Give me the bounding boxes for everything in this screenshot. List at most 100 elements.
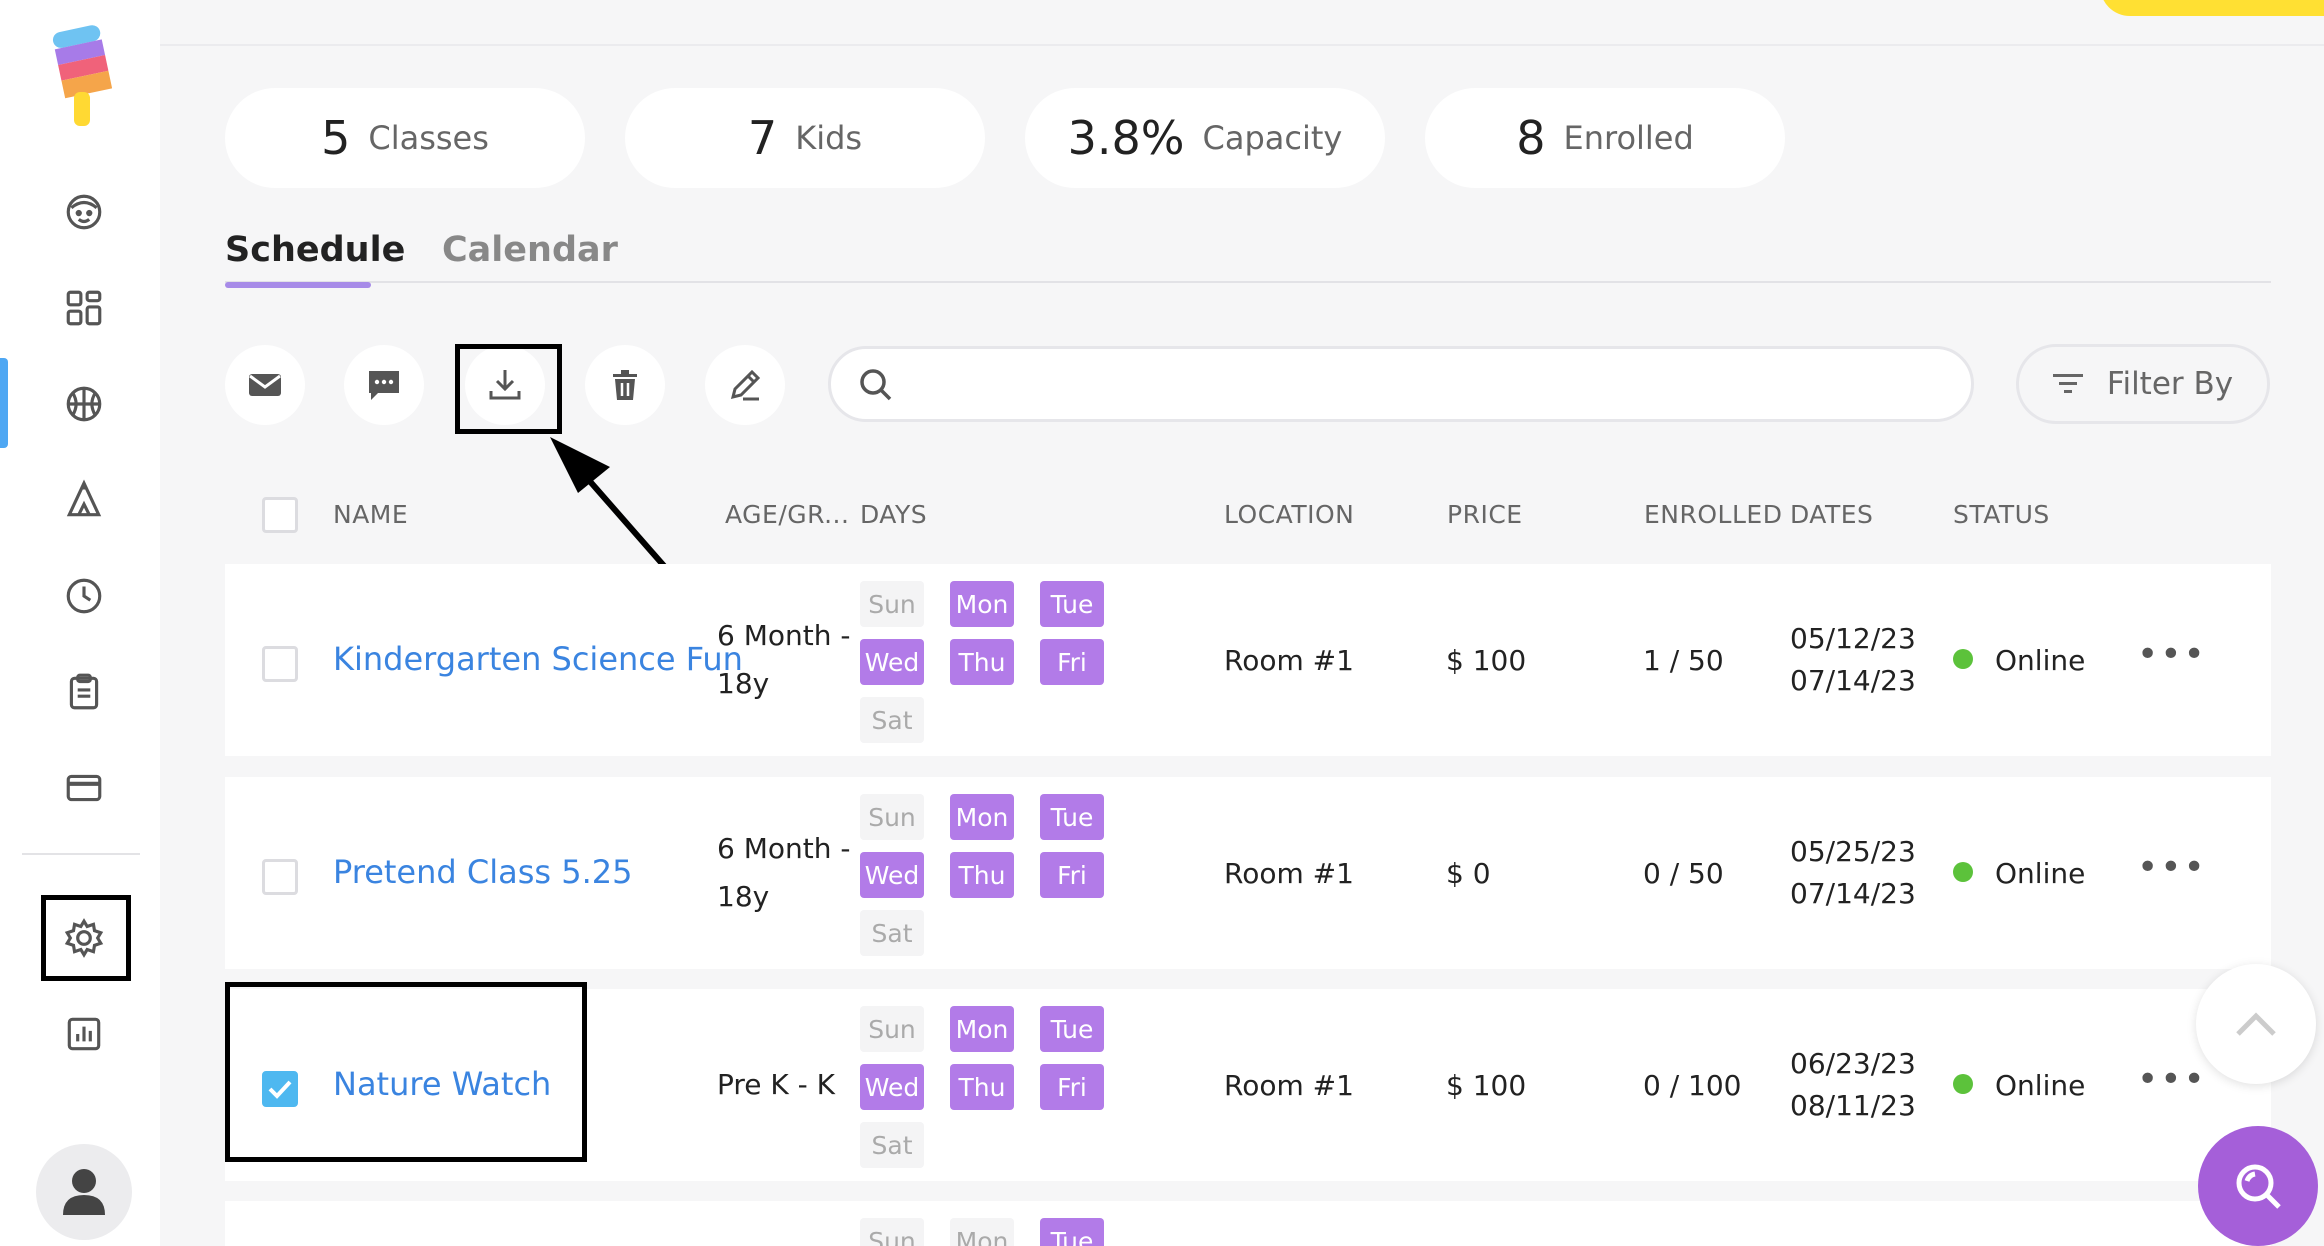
header-enrolled[interactable]: ENROLLED <box>1644 500 1783 529</box>
date-range: 05/12/23 07/14/23 <box>1790 618 1916 702</box>
global-search-button[interactable] <box>2198 1126 2318 1246</box>
location: Room #1 <box>1224 1069 1354 1102</box>
search-icon <box>860 369 892 401</box>
day-fri: Fri <box>1040 852 1104 898</box>
more-options-icon[interactable]: ••• <box>2137 634 2207 675</box>
filter-label: Filter By <box>2106 366 2234 402</box>
age-range: 6 Month - 18y <box>717 612 850 708</box>
header-dates[interactable]: DATES <box>1790 500 1874 529</box>
class-name-link[interactable]: Nature Watch <box>333 1065 552 1103</box>
filter-by-button[interactable]: Filter By <box>2016 344 2270 424</box>
dashboard-icon[interactable] <box>50 274 118 342</box>
table-row[interactable]: Nature Watch Pre K - K Sun Mon Tue Wed T… <box>225 989 2271 1181</box>
delete-button[interactable] <box>585 345 665 425</box>
more-options-icon[interactable]: ••• <box>2137 1059 2207 1100</box>
day-mon: Mon <box>950 581 1014 627</box>
checkmark-icon <box>268 1080 292 1099</box>
row-checkbox[interactable] <box>262 859 298 895</box>
search-input[interactable] <box>911 361 1951 409</box>
age-line: 6 Month - <box>717 832 851 865</box>
day-sun: Sun <box>860 1006 924 1052</box>
header-age[interactable]: AGE/GR... <box>725 500 850 529</box>
select-all-checkbox[interactable] <box>262 497 298 533</box>
date-range: 05/25/23 07/14/23 <box>1790 831 1916 915</box>
settings-gear-icon[interactable] <box>50 904 118 972</box>
credit-card-icon[interactable] <box>50 754 118 822</box>
date-end: 08/11/23 <box>1790 1089 1916 1122</box>
tabs-divider <box>225 281 2271 283</box>
tent-icon[interactable] <box>50 466 118 534</box>
active-tab-underline <box>225 282 371 288</box>
stat-value: 7 <box>747 111 778 165</box>
header-price[interactable]: PRICE <box>1447 500 1523 529</box>
kid-face-icon[interactable] <box>50 178 118 246</box>
day-tue: Tue <box>1040 581 1104 627</box>
day-tue: Tue <box>1040 1218 1104 1246</box>
row-checkbox[interactable] <box>262 646 298 682</box>
more-options-icon[interactable]: ••• <box>2137 847 2207 888</box>
download-icon <box>489 370 521 400</box>
day-sat: Sat <box>860 697 924 743</box>
status-dot <box>1953 649 1973 669</box>
stat-label: Enrolled <box>1563 119 1694 157</box>
sidebar-divider <box>22 853 140 855</box>
stat-value: 3.8% <box>1067 111 1185 165</box>
tab-calendar[interactable]: Calendar <box>442 230 618 270</box>
day-thu: Thu <box>950 639 1014 685</box>
day-fri: Fri <box>1040 1064 1104 1110</box>
scroll-to-top-button[interactable] <box>2196 964 2316 1084</box>
message-button[interactable] <box>344 345 424 425</box>
tab-schedule[interactable]: Schedule <box>225 230 406 270</box>
class-name-link[interactable]: Pretend Class 5.25 <box>333 853 633 891</box>
header-days[interactable]: DAYS <box>860 500 928 529</box>
date-start: 05/25/23 <box>1790 835 1916 868</box>
day-sun: Sun <box>860 794 924 840</box>
stat-enrolled: 8 Enrolled <box>1425 88 1785 188</box>
app-logo[interactable] <box>52 22 112 132</box>
date-start: 05/12/23 <box>1790 622 1916 655</box>
table-row[interactable]: Sun Mon Tue <box>225 1201 2271 1246</box>
class-name-link[interactable]: Kindergarten Science Fun <box>333 640 743 678</box>
header-status[interactable]: STATUS <box>1953 500 2050 529</box>
location: Room #1 <box>1224 857 1354 890</box>
age-line: 18y <box>717 667 770 700</box>
age-line: Pre K - K <box>717 1068 836 1101</box>
table-row[interactable]: Kindergarten Science Fun 6 Month - 18y S… <box>225 564 2271 756</box>
row-checkbox-checked[interactable] <box>262 1071 298 1107</box>
active-nav-indicator <box>0 358 8 448</box>
edit-button[interactable] <box>705 345 785 425</box>
trash-icon <box>613 370 637 400</box>
chevron-up-icon <box>2236 1012 2276 1036</box>
table-row[interactable]: Pretend Class 5.25 6 Month - 18y Sun Mon… <box>225 777 2271 969</box>
age-range: 6 Month - 18y <box>717 825 850 921</box>
stat-value: 8 <box>1516 111 1546 165</box>
day-thu: Thu <box>950 852 1014 898</box>
basketball-icon[interactable] <box>50 370 118 438</box>
age-line: 18y <box>717 880 770 913</box>
price: $ 100 <box>1446 644 1527 677</box>
clock-icon[interactable] <box>50 562 118 630</box>
settings-highlight-box <box>41 895 131 981</box>
edit-icon <box>730 369 761 401</box>
stat-kids: 7 Kids <box>625 88 985 188</box>
enrolled-count: 0 / 100 <box>1643 1069 1742 1102</box>
user-avatar[interactable] <box>36 1144 132 1240</box>
stat-label: Classes <box>368 119 489 157</box>
top-bar <box>160 0 2324 46</box>
top-action-button[interactable] <box>2100 0 2324 16</box>
day-fri: Fri <box>1040 639 1104 685</box>
header-location[interactable]: LOCATION <box>1224 500 1355 529</box>
download-button[interactable] <box>465 345 545 425</box>
age-range: Pre K - K <box>717 1061 835 1109</box>
email-button[interactable] <box>225 345 305 425</box>
sidebar <box>0 0 160 1246</box>
day-wed: Wed <box>860 639 924 685</box>
stat-value: 5 <box>321 111 351 165</box>
stat-capacity: 3.8% Capacity <box>1025 88 1385 188</box>
search-bar[interactable] <box>828 346 1974 422</box>
age-line: 6 Month - <box>717 619 851 652</box>
report-chart-icon[interactable] <box>50 1000 118 1068</box>
day-thu: Thu <box>950 1064 1014 1110</box>
clipboard-icon[interactable] <box>50 658 118 726</box>
header-name[interactable]: NAME <box>333 500 409 529</box>
